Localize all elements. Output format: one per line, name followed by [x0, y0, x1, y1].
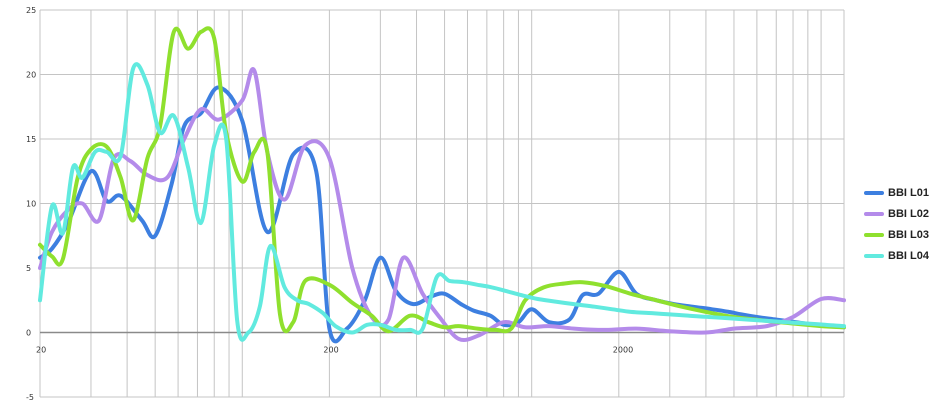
legend-swatch-1 [864, 190, 884, 195]
x-tick-label-1: 200 [323, 346, 338, 355]
y-tick-label-3: 10 [26, 200, 36, 209]
y-tick-label-6: 25 [26, 6, 36, 15]
y-tick-label-0: -5 [26, 393, 34, 402]
legend-item-3[interactable]: BBI L03 [864, 224, 929, 245]
chart-grid [39, 9, 845, 398]
legend-item-4[interactable]: BBI L04 [864, 245, 929, 266]
legend-item-1[interactable]: BBI L01 [864, 182, 929, 203]
legend-label-3: BBI L03 [888, 228, 929, 241]
series-line-2 [38, 67, 846, 343]
series-line-3 [38, 26, 846, 334]
legend-label-2: BBI L02 [888, 207, 929, 220]
legend-label-1: BBI L01 [888, 186, 929, 199]
legend-label-4: BBI L04 [888, 249, 929, 262]
y-tick-label-2: 5 [26, 264, 31, 273]
x-tick-label-0: 20 [36, 346, 46, 355]
series-line-4 [38, 62, 846, 342]
y-tick-label-1: 0 [26, 329, 31, 338]
x-tick-label-2: 2000 [613, 346, 633, 355]
legend-item-2[interactable]: BBI L02 [864, 203, 929, 224]
series-line-1 [38, 85, 846, 344]
legend-swatch-3 [864, 232, 884, 237]
chart-legend: BBI L01 BBI L02 BBI L03 BBI L04 [864, 182, 929, 266]
y-tick-label-4: 15 [26, 135, 36, 144]
chart-tick-labels: -5 0 5 10 15 20 25 20 200 2000 [26, 6, 633, 402]
y-tick-label-5: 20 [26, 71, 36, 80]
legend-swatch-2 [864, 211, 884, 216]
legend-swatch-4 [864, 253, 884, 258]
chart-series-lines [38, 26, 846, 344]
